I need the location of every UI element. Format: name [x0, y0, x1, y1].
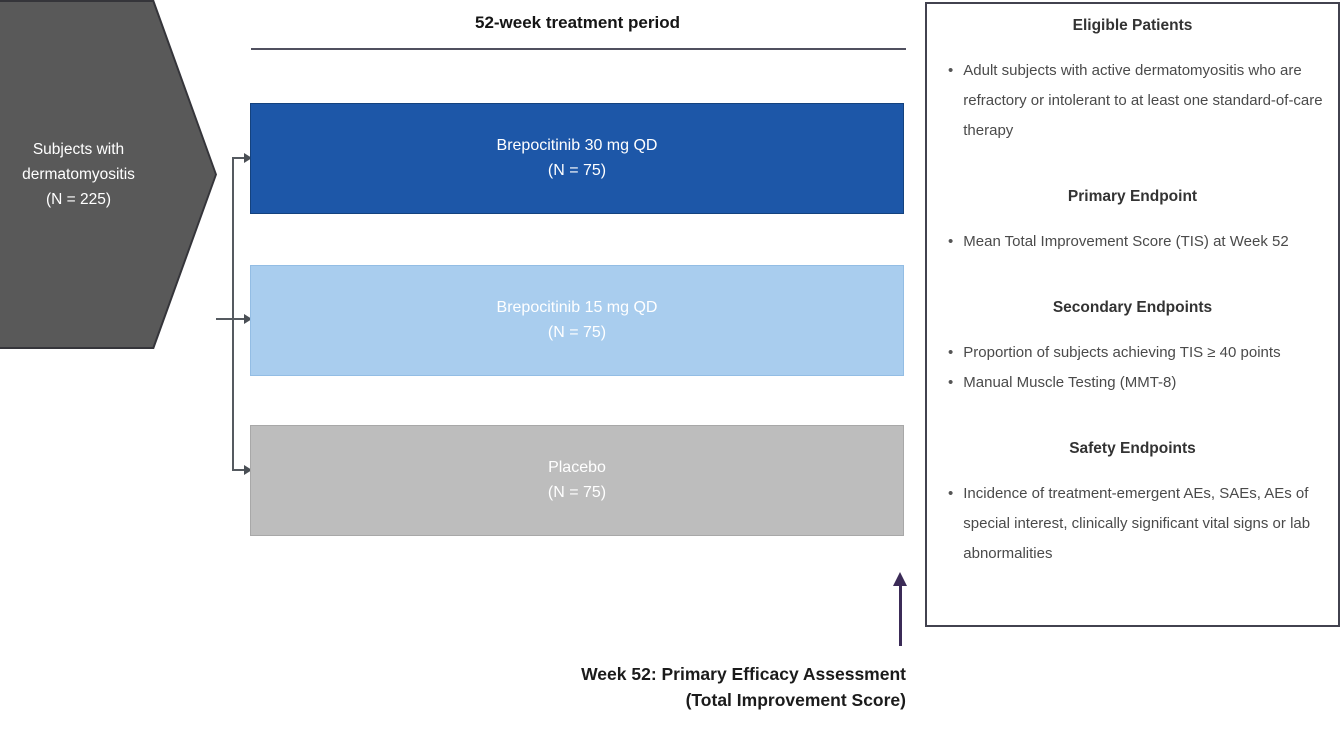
section-heading: Eligible Patients [1072, 17, 1193, 34]
bullet-text: Incidence of treatment-emergent AEs, SAE… [963, 485, 1311, 562]
population-shape-border: Subjects with dermatomyositis (N = 225) [0, 0, 217, 349]
bullet-item: • Mean Total Improvement Score (TIS) at … [948, 227, 1324, 257]
arm-bar-placebo: Placebo (N = 75) [250, 425, 904, 536]
assessment-arrow-stem [899, 585, 902, 646]
bullet-text: Proportion of subjects achieving TIS ≥ 4… [963, 344, 1281, 361]
bullet-icon: • [948, 62, 954, 79]
arrowhead-arm1-icon [244, 153, 252, 163]
bullet-item: • Proportion of subjects achieving TIS ≥… [948, 338, 1324, 368]
bullet-icon: • [948, 233, 954, 250]
population-line-1: Subjects with [32, 140, 125, 158]
info-panel: Eligible Patients • Adult subjects with … [925, 2, 1340, 627]
arrowhead-arm2-icon [244, 314, 252, 324]
arm-name: Brepocitinib 30 mg QD [496, 136, 658, 154]
assessment-caption-line-1: Week 52: Primary Efficacy Assessment [581, 664, 906, 684]
arrowhead-arm3-icon [244, 465, 252, 475]
bullet-item: • Manual Muscle Testing (MMT-8) [948, 368, 1324, 398]
bullet-icon: • [948, 485, 954, 502]
panel-section-secondary-endpoints: Secondary Endpoints • Proportion of subj… [941, 299, 1324, 398]
arm-name: Brepocitinib 15 mg QD [496, 298, 658, 316]
panel-section-primary-endpoint: Primary Endpoint • Mean Total Improvemen… [941, 188, 1324, 257]
connector-branch-arm3 [232, 469, 245, 471]
population-label: Subjects with dermatomyositis (N = 225) [22, 137, 193, 212]
assessment-caption: Week 52: Primary Efficacy Assessment (To… [380, 661, 906, 714]
bullet-text: Mean Total Improvement Score (TIS) at We… [963, 233, 1289, 250]
bullet-text: Manual Muscle Testing (MMT-8) [963, 374, 1177, 391]
treatment-period-underline [251, 48, 906, 50]
panel-section-eligible-patients: Eligible Patients • Adult subjects with … [941, 17, 1324, 146]
bullet-text: Adult subjects with active dermatomyosit… [963, 62, 1323, 139]
arm-bar-brepocitinib-15mg: Brepocitinib 15 mg QD (N = 75) [250, 265, 904, 376]
bullet-item: • Adult subjects with active dermatomyos… [948, 56, 1324, 146]
panel-section-safety-endpoints: Safety Endpoints • Incidence of treatmen… [941, 440, 1324, 569]
arm-bar-brepocitinib-30mg: Brepocitinib 30 mg QD (N = 75) [250, 103, 904, 214]
arm-n: (N = 75) [547, 323, 607, 341]
arm-n: (N = 75) [547, 161, 607, 179]
bullet-icon: • [948, 344, 954, 361]
connector-stub [216, 318, 234, 320]
connector-branch-arm1 [232, 157, 245, 159]
connector-trunk [232, 157, 234, 471]
population-line-2: dermatomyositis [22, 165, 135, 183]
population-line-3: (N = 225) [45, 191, 112, 209]
section-heading: Primary Endpoint [1067, 188, 1198, 205]
connector-branch-arm2 [232, 318, 245, 320]
bullet-item: • Incidence of treatment-emergent AEs, S… [948, 479, 1324, 569]
section-heading: Safety Endpoints [1069, 440, 1196, 457]
assessment-caption-line-2: (Total Improvement Score) [685, 690, 906, 711]
arm-name: Placebo [548, 458, 606, 476]
arm-n: (N = 75) [547, 483, 607, 501]
population-shape: Subjects with dermatomyositis (N = 225) [0, 2, 215, 347]
assessment-arrow-up-icon [893, 572, 907, 586]
bullet-icon: • [948, 374, 954, 391]
treatment-period-title: 52-week treatment period [474, 13, 680, 32]
section-heading: Secondary Endpoints [1052, 299, 1213, 316]
